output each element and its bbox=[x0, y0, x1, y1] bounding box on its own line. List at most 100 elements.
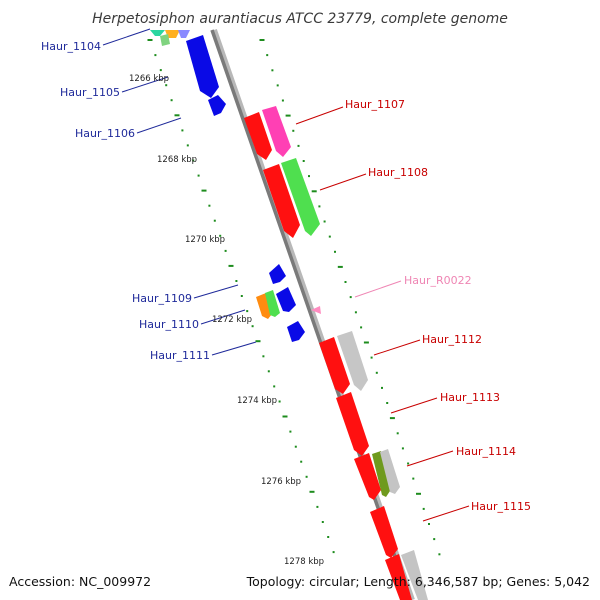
inner-track-dot bbox=[165, 84, 168, 87]
gene-arrow-haur-1113[interactable] bbox=[336, 392, 369, 456]
label-haur-1112[interactable]: Haur_1112 bbox=[422, 333, 482, 346]
outer-track-dot bbox=[422, 507, 425, 510]
outer-track-dot bbox=[375, 371, 378, 374]
inner-track-dot bbox=[262, 355, 265, 358]
rna-arrow-haur-r0022[interactable] bbox=[311, 306, 321, 314]
outer-track-dot bbox=[334, 250, 336, 253]
gene-arrow-haur-1114[interactable] bbox=[372, 451, 392, 497]
leader-line-haur-1111 bbox=[211, 341, 257, 356]
gene-arrow-haur-1107[interactable] bbox=[262, 106, 291, 157]
gene-arrow-haur-1109-b[interactable] bbox=[276, 287, 296, 312]
leader-line-haur-1106 bbox=[136, 117, 182, 134]
outer-track-dot bbox=[428, 523, 430, 525]
leader-line-haur-1107 bbox=[295, 106, 344, 125]
outer-track-dot bbox=[302, 160, 305, 162]
inner-track-dot bbox=[316, 505, 319, 508]
leader-line-haur-1104 bbox=[102, 28, 151, 46]
outer-track-dot bbox=[354, 311, 357, 314]
leader-line-haur-1115 bbox=[422, 505, 470, 522]
tick-label-1274: 1274 kbp bbox=[237, 396, 277, 406]
label-haur-1107[interactable]: Haur_1107 bbox=[345, 98, 405, 111]
label-haur-1109[interactable]: Haur_1109 bbox=[132, 292, 192, 305]
gene-arrow-top-green[interactable] bbox=[160, 34, 170, 46]
gene-arrow-haur-1105[interactable] bbox=[186, 35, 219, 98]
gene-arrow-haur-1110[interactable] bbox=[265, 290, 280, 317]
inner-track-dot bbox=[170, 99, 173, 102]
gene-arrow-haur-1114-red[interactable] bbox=[354, 453, 381, 500]
gene-arrow-haur-1112[interactable] bbox=[319, 337, 350, 394]
outer-track-dot bbox=[349, 296, 352, 299]
inner-track-dot bbox=[219, 234, 222, 237]
gene-arrow-haur-1109[interactable] bbox=[269, 264, 286, 284]
label-haur-1105[interactable]: Haur_1105 bbox=[60, 86, 120, 99]
label-haur-1106[interactable]: Haur_1106 bbox=[75, 127, 135, 140]
leader-line-haur-1114 bbox=[406, 450, 454, 467]
leader-line-haur-1112 bbox=[373, 339, 421, 356]
outer-track-dot bbox=[386, 402, 389, 404]
leader-line-haur-1109 bbox=[193, 284, 239, 299]
inner-track-dot bbox=[305, 475, 308, 478]
inner-track-dot bbox=[147, 39, 153, 41]
outer-track-dot bbox=[337, 265, 343, 268]
inner-track-dot bbox=[213, 219, 216, 222]
leader-line-haur-1108 bbox=[319, 173, 367, 191]
gene-arrow-top-lavender[interactable] bbox=[178, 30, 190, 38]
inner-track-dot bbox=[186, 144, 189, 147]
outer-track-dot bbox=[259, 39, 265, 41]
gene-arrow-haur-1115[interactable] bbox=[370, 506, 398, 558]
outer-track-dot bbox=[328, 235, 331, 238]
label-haur-1110[interactable]: Haur_1110 bbox=[139, 318, 199, 331]
outer-track-dot bbox=[266, 54, 269, 57]
tick-label-1276: 1276 kbp bbox=[261, 477, 301, 487]
inner-track-dot bbox=[159, 69, 162, 72]
label-haur-1113[interactable]: Haur_1113 bbox=[440, 391, 500, 404]
gene-arrow-bottom-red[interactable] bbox=[385, 554, 412, 600]
gene-arrow-top-orange[interactable] bbox=[165, 30, 180, 38]
label-haur-1104[interactable]: Haur_1104 bbox=[41, 40, 101, 53]
gene-arrow-haur-1114-gray[interactable] bbox=[380, 449, 400, 494]
outer-track-dot bbox=[292, 129, 295, 132]
label-haur-1115[interactable]: Haur_1115 bbox=[471, 500, 531, 513]
inner-track-dot bbox=[327, 536, 330, 538]
label-haur-r0022[interactable]: Haur_R0022 bbox=[404, 274, 472, 287]
inner-track-dot bbox=[294, 445, 297, 448]
outer-track-dot bbox=[433, 538, 436, 541]
gene-arrow-haur-1108-red[interactable] bbox=[263, 164, 300, 238]
outer-track-dot bbox=[311, 190, 317, 193]
gene-arrow-top-teal[interactable] bbox=[150, 30, 165, 36]
gene-arrow-haur-1108[interactable] bbox=[281, 158, 320, 236]
outer-track-dot bbox=[276, 84, 279, 87]
label-haur-1108[interactable]: Haur_1108 bbox=[368, 166, 428, 179]
tick-label-1270: 1270 kbp bbox=[185, 235, 225, 245]
gene-arrow-haur-1107-red[interactable] bbox=[244, 112, 272, 160]
inner-track-dot bbox=[289, 430, 292, 433]
inner-track-dot bbox=[309, 490, 315, 493]
inner-track-dot bbox=[235, 280, 238, 282]
inner-track-dot bbox=[228, 264, 234, 267]
inner-track-dot bbox=[267, 370, 270, 373]
outer-track-dot bbox=[370, 356, 373, 359]
outer-track-dot bbox=[271, 69, 274, 72]
gene-arrow-bottom-gray[interactable] bbox=[401, 550, 428, 600]
inner-track-dot bbox=[174, 114, 180, 117]
gene-arrow-haur-1106[interactable] bbox=[208, 95, 226, 116]
gene-arrow-haur-1110-orange[interactable] bbox=[256, 293, 272, 319]
inner-track-dot bbox=[251, 325, 254, 328]
leader-line-haur-1110 bbox=[200, 309, 246, 325]
label-haur-1111[interactable]: Haur_1111 bbox=[150, 349, 210, 362]
label-haur-1114[interactable]: Haur_1114 bbox=[456, 445, 516, 458]
inner-track-dot bbox=[278, 400, 281, 403]
outer-track-dot bbox=[363, 341, 369, 344]
inner-track-dot bbox=[224, 249, 227, 252]
outer-track-dot bbox=[318, 205, 321, 208]
gene-arrow-haur-1112-gray[interactable] bbox=[337, 331, 368, 391]
tick-label-1266: 1266 kbp bbox=[129, 74, 169, 84]
accession-text: Accession: NC_009972 bbox=[9, 574, 151, 589]
gene-arrow-haur-1111[interactable] bbox=[287, 321, 305, 342]
outer-track-dot bbox=[438, 553, 441, 556]
map-title: Herpetosiphon aurantiacus ATCC 23779, co… bbox=[92, 11, 508, 27]
inner-track-dot bbox=[192, 159, 195, 162]
outer-track-dot bbox=[396, 432, 399, 435]
inner-track-dot bbox=[246, 310, 249, 313]
outer-track-dot bbox=[407, 462, 410, 465]
